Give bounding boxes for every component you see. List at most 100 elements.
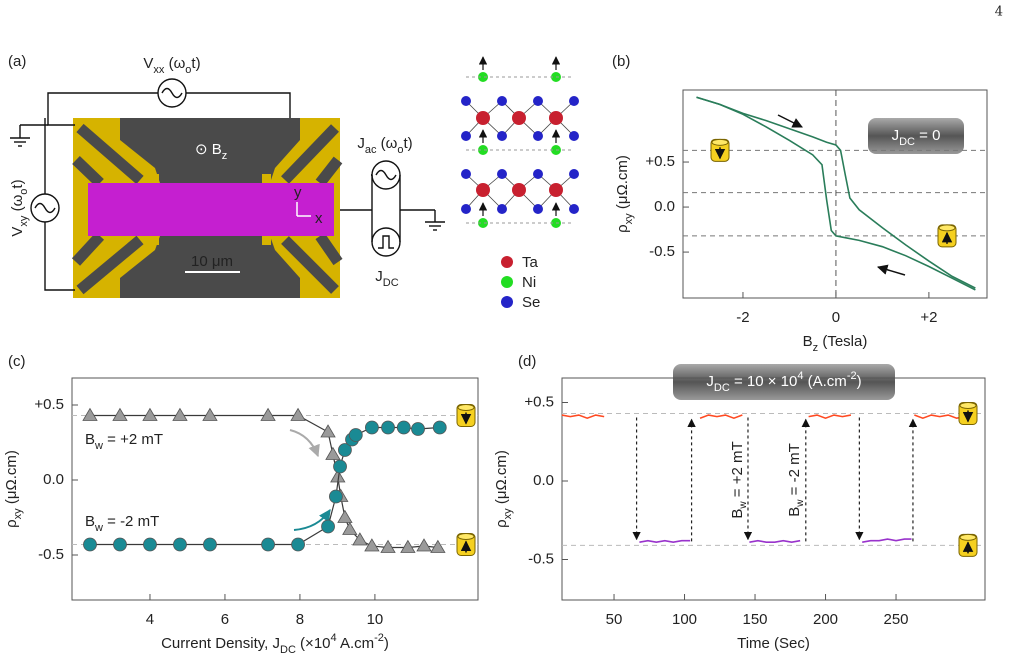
label-part: xy [18,215,30,227]
label-text: Vxx (ωot) [143,55,200,76]
x-tick-label: 200 [813,611,838,628]
legend-swatch [501,256,513,268]
label-part: = -2 mT [103,513,159,530]
panel-label: (d) [518,353,536,370]
data-marker [142,407,158,421]
atom [569,131,579,141]
spin-icon [937,224,957,248]
data-marker [348,428,363,442]
label-part: = 0 [915,127,940,144]
data-line [696,96,976,291]
icon-top [959,533,977,541]
data-marker [290,407,306,421]
label-part: (μΩ.cm) [493,450,510,508]
panel-label: (a) [8,53,26,70]
y-tick-label: 0.0 [533,472,554,489]
label-text: ⊙ Bz [195,141,227,162]
label-part: Current Density, J [161,635,280,652]
data-marker [396,420,411,435]
label-part: ac [365,144,377,156]
x-tick-label: -2 [736,309,749,326]
data-marker [430,539,446,553]
label-part: DC [280,644,296,656]
y-tick-label: -0.5 [528,550,554,567]
label-part: (μΩ.cm) [614,155,631,213]
atom [549,183,563,197]
data-marker [411,422,425,436]
label-part: J [375,268,383,285]
spin-icon [456,533,476,556]
data-marker [432,420,447,435]
label-text: JDC = 0 [892,127,941,148]
label-part: = +2 mT [103,431,163,448]
data-marker [143,537,157,552]
label-part: = -2 mT [786,443,803,499]
panel-label: (c) [8,353,26,370]
panel-label: (b) [612,53,630,70]
plot-frame [71,377,479,601]
atom [533,169,543,179]
data-marker [337,509,353,523]
atom [461,96,471,106]
x-tick-label: 6 [221,611,229,628]
data-marker [291,537,305,552]
y-tick-label: +0.5 [34,396,64,413]
y-tick-label: 0.0 [43,471,64,488]
atom [512,111,526,125]
atom [497,131,507,141]
atom [497,96,507,106]
data-marker [364,538,380,552]
annotation-box [673,364,895,400]
label-part: (ω [9,194,26,215]
x-tick-label: 250 [884,611,909,628]
label-part: B [786,507,803,517]
data-marker [416,538,432,552]
label-part: ⊙ B [195,141,222,158]
atom [497,204,507,214]
icon-top [959,401,977,409]
spin-icon [958,401,978,425]
x-tick-label: 150 [743,611,768,628]
data-marker [400,539,416,553]
label-part: t) [191,55,200,72]
data-marker [112,407,128,421]
label-text: Bw = +2 mT [729,441,749,518]
data-marker [338,443,352,457]
atom [478,145,488,155]
label-part: (μΩ.cm) [3,450,20,508]
label-text: Bw = +2 mT [85,431,163,452]
label-text: Time (Sec) [737,635,810,652]
data-marker [342,521,358,535]
atom [533,204,543,214]
label-text: Jac (ωot) [357,135,412,156]
data-marker [83,537,97,552]
y-tick-label: 0.0 [654,198,675,215]
label-part: -2 [847,370,857,382]
label-text: ρxy (μΩ.cm) [493,450,514,528]
x-tick-label: 10 [367,611,384,628]
label-part: xy [623,213,635,225]
label-part: w [795,499,806,508]
label-part: DC [383,277,399,289]
label-part: Time (Sec) [737,635,810,652]
data-marker [381,420,395,435]
data-marker [380,539,396,553]
atom [569,169,579,179]
label-part: ρ [493,519,510,528]
label-text: JDC = 10 × 104 (A.cm-2) [706,370,861,394]
atom [569,96,579,106]
device-image [71,118,343,298]
x-tick-label: +2 [920,309,937,326]
atom [476,111,490,125]
data-marker [261,537,275,552]
label-part: w [738,501,749,510]
label-part: 4 [331,632,337,644]
label-part: (×10 [296,635,331,652]
axis-letter: y [294,184,302,201]
scale-bar-label: 10 μm [191,253,233,270]
legend-label: Ta [522,254,539,271]
spin-icon [958,533,978,557]
label-part: J [892,127,900,144]
label-part: J [706,373,714,390]
